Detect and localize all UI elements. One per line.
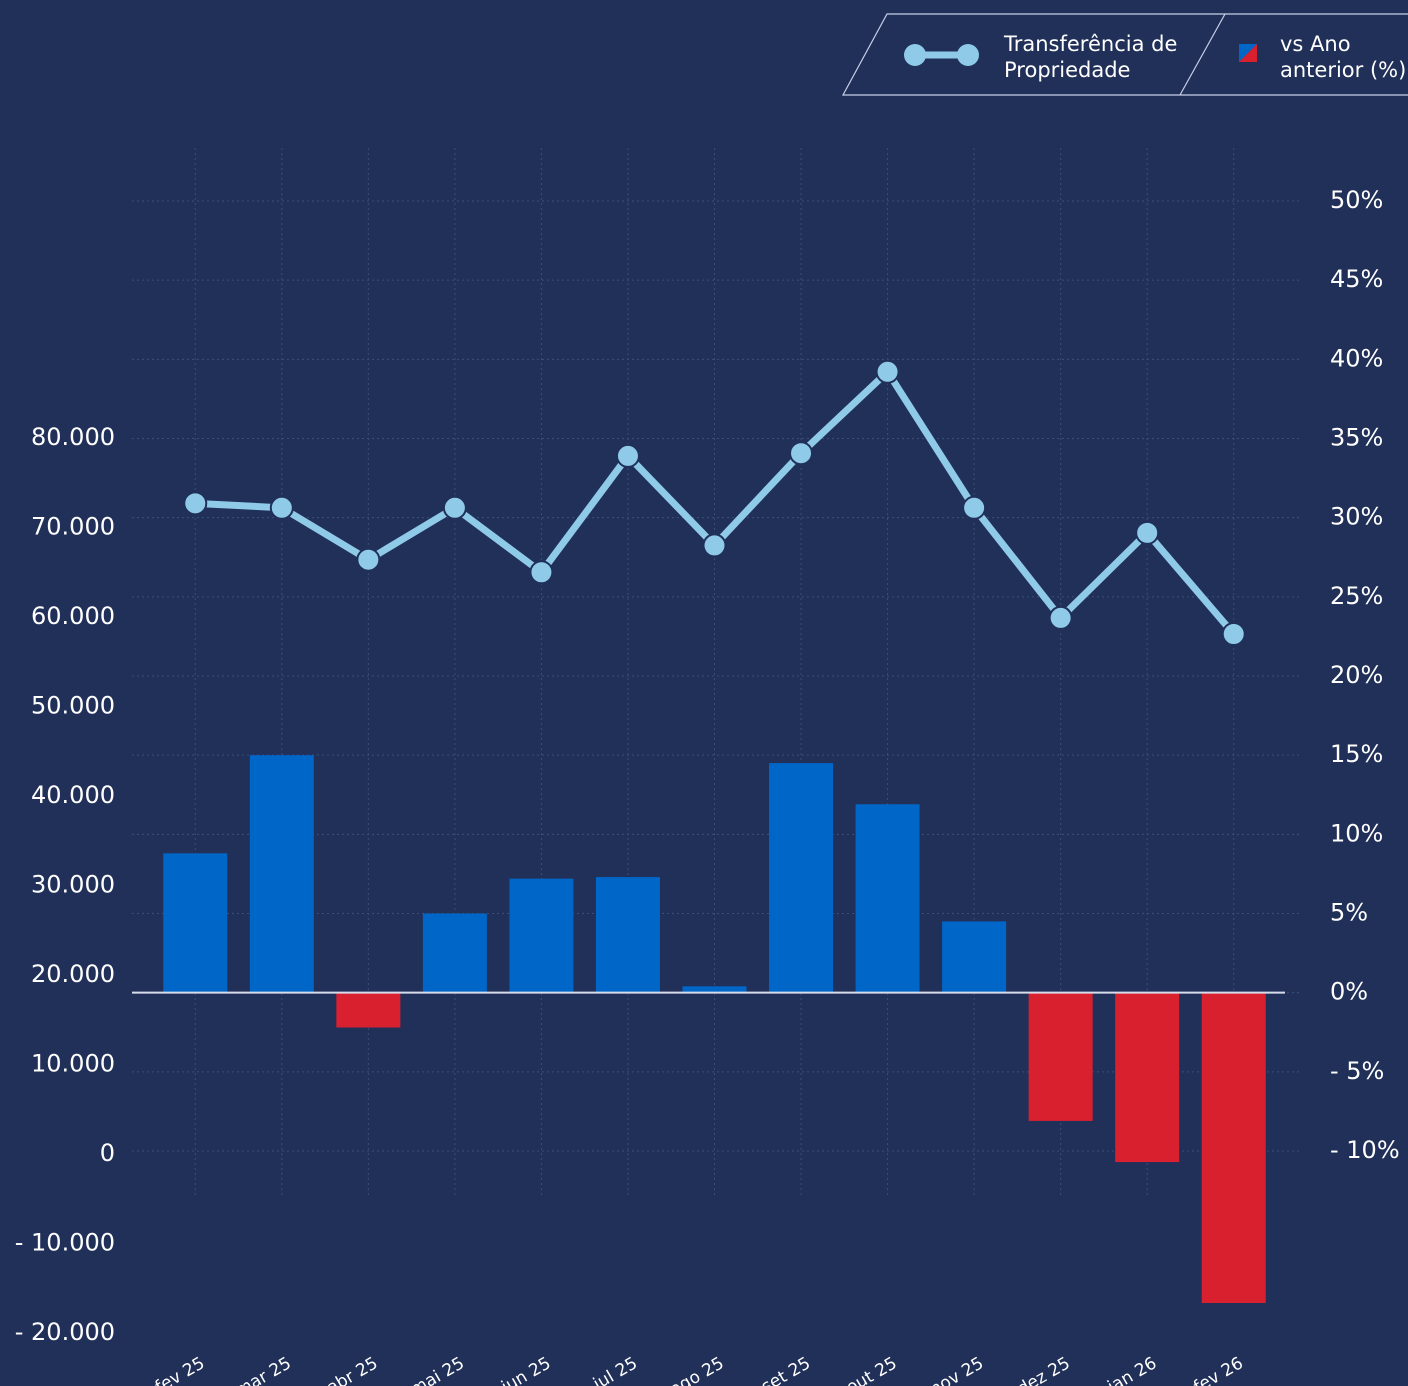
y-tick-label: 70.000 — [31, 513, 115, 541]
line-point — [442, 495, 467, 520]
y2-tick-label: 45% — [1330, 265, 1383, 293]
x-tick-label: abr 25 — [324, 1353, 382, 1386]
x-tick-label: fev 25 — [152, 1353, 208, 1386]
line-point — [702, 533, 727, 558]
bar — [682, 986, 747, 993]
bar — [509, 878, 574, 993]
line-point — [269, 495, 294, 520]
bar — [1028, 992, 1093, 1121]
legend-divider — [1179, 13, 1226, 96]
x-tick-label: mai 25 — [407, 1353, 468, 1386]
bar — [1115, 992, 1180, 1163]
x-tick-label: set 25 — [758, 1353, 814, 1386]
line-point — [615, 443, 640, 468]
bar — [249, 755, 314, 993]
line-point — [875, 359, 900, 384]
x-tick-label: jul 25 — [589, 1353, 641, 1386]
y2-tick-label: - 10% — [1330, 1136, 1400, 1164]
bar — [163, 853, 228, 993]
y2-tick-label: 30% — [1330, 503, 1383, 531]
legend-label: vs Ano anterior (%) — [1280, 32, 1407, 82]
line-point — [962, 495, 987, 520]
x-tick-label: out 25 — [843, 1353, 901, 1386]
y-tick-label: 20.000 — [31, 960, 115, 988]
x-tick-label: ago 25 — [667, 1353, 728, 1386]
line-point — [1221, 622, 1246, 647]
y2-tick-label: - 5% — [1330, 1057, 1384, 1085]
line-point — [789, 441, 814, 466]
legend-swatch — [904, 44, 926, 66]
y2-tick-label: 0% — [1330, 978, 1368, 1006]
y2-tick-label: 35% — [1330, 424, 1383, 452]
bar — [1201, 992, 1266, 1303]
y-tick-label: - 10.000 — [15, 1229, 115, 1257]
legend-swatch — [1239, 44, 1257, 62]
legend-label: Transferência de Propriedade — [1004, 32, 1178, 82]
y2-tick-label: 50% — [1330, 186, 1383, 214]
y-tick-label: 10.000 — [31, 1050, 115, 1078]
y2-tick-label: 15% — [1330, 740, 1383, 768]
legend-swatch — [957, 44, 979, 66]
x-tick-label: dez 25 — [1014, 1353, 1074, 1386]
y-tick-label: 30.000 — [31, 871, 115, 899]
bar — [336, 992, 401, 1028]
y-tick-label: 50.000 — [31, 692, 115, 720]
y2-tick-label: 20% — [1330, 661, 1383, 689]
y-tick-label: - 20.000 — [15, 1318, 115, 1346]
line-point — [1135, 520, 1160, 545]
x-tick-label: mar 25 — [232, 1353, 295, 1386]
line-point — [529, 560, 554, 585]
y-tick-label: 40.000 — [31, 781, 115, 809]
y2-tick-label: 25% — [1330, 582, 1383, 610]
line-point — [183, 491, 208, 516]
legend-frame — [841, 13, 1408, 96]
y-tick-label: 60.000 — [31, 602, 115, 630]
bar — [595, 877, 660, 993]
y-tick-label: 80.000 — [31, 423, 115, 451]
line-point — [356, 547, 381, 572]
line-point — [1048, 605, 1073, 630]
bar — [855, 804, 920, 993]
x-tick-label: fev 26 — [1190, 1353, 1246, 1386]
y2-tick-label: 5% — [1330, 899, 1368, 927]
y2-tick-label: 40% — [1330, 344, 1383, 372]
y-tick-label: 0 — [100, 1139, 115, 1167]
x-tick-label: jun 25 — [497, 1353, 554, 1386]
y2-tick-label: 10% — [1330, 819, 1383, 847]
bar — [422, 913, 487, 993]
bar — [769, 763, 834, 993]
x-tick-label: nov 25 — [927, 1353, 987, 1386]
x-tick-label: jan 26 — [1103, 1353, 1160, 1386]
bar — [942, 921, 1007, 993]
